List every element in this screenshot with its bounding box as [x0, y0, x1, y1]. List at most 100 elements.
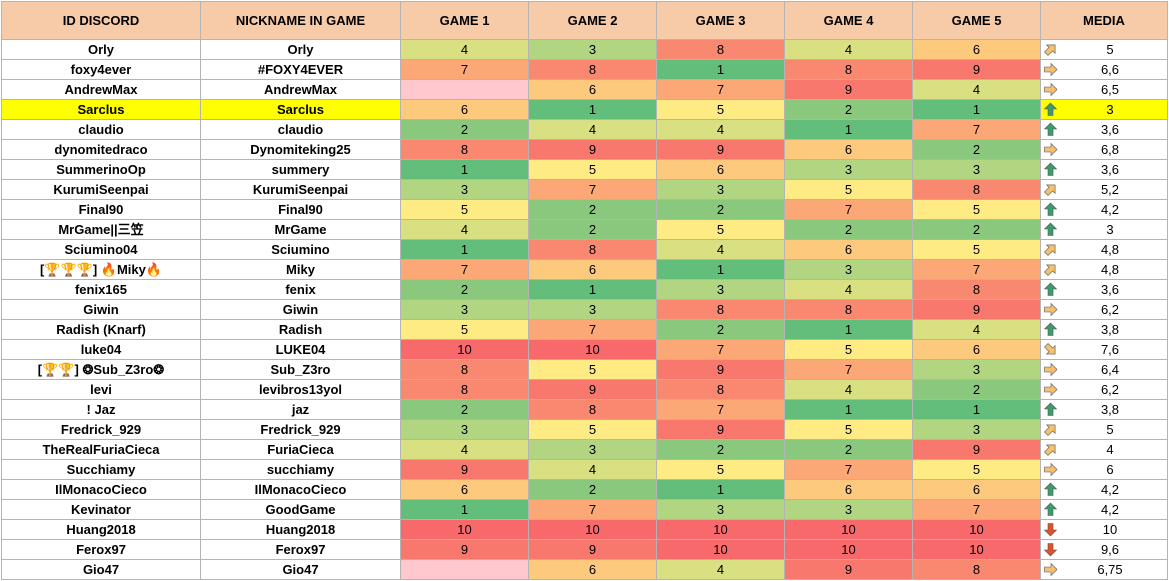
game-5-cell[interactable]: 10: [912, 519, 1041, 540]
nickname-cell[interactable]: summery: [200, 159, 401, 180]
game-4-cell[interactable]: 7: [784, 199, 913, 220]
game-4-cell[interactable]: 8: [784, 59, 913, 80]
game-2-cell[interactable]: 8: [528, 239, 657, 260]
game-5-cell[interactable]: 1: [912, 399, 1041, 420]
game-3-cell[interactable]: 9: [656, 139, 785, 160]
game-2-cell[interactable]: 7: [528, 179, 657, 200]
game-1-cell[interactable]: 2: [400, 399, 529, 420]
game-2-cell[interactable]: 4: [528, 119, 657, 140]
nickname-cell[interactable]: KurumiSeenpai: [200, 179, 401, 200]
game-1-cell[interactable]: 7: [400, 259, 529, 280]
media-cell[interactable]: 3: [1040, 99, 1168, 120]
game-3-cell[interactable]: 5: [656, 219, 785, 240]
game-1-cell[interactable]: 8: [400, 379, 529, 400]
discord-id-cell[interactable]: TheRealFuriaCieca: [1, 439, 201, 460]
discord-id-cell[interactable]: Sarclus: [1, 99, 201, 120]
game-1-cell[interactable]: 10: [400, 519, 529, 540]
nickname-cell[interactable]: Ferox97: [200, 539, 401, 560]
game-1-cell[interactable]: 5: [400, 199, 529, 220]
game-5-cell[interactable]: 2: [912, 379, 1041, 400]
discord-id-cell[interactable]: dynomitedraco: [1, 139, 201, 160]
nickname-cell[interactable]: Dynomiteking25: [200, 139, 401, 160]
game-2-cell[interactable]: 8: [528, 399, 657, 420]
discord-id-cell[interactable]: AndrewMax: [1, 79, 201, 100]
game-2-cell[interactable]: 8: [528, 59, 657, 80]
media-cell[interactable]: 6,2: [1040, 299, 1168, 320]
game-3-cell[interactable]: 7: [656, 399, 785, 420]
game-4-cell[interactable]: 10: [784, 539, 913, 560]
nickname-cell[interactable]: LUKE04: [200, 339, 401, 360]
game-3-cell[interactable]: 7: [656, 339, 785, 360]
media-cell[interactable]: 6,8: [1040, 139, 1168, 160]
game-4-cell[interactable]: 7: [784, 459, 913, 480]
game-1-cell[interactable]: 7: [400, 59, 529, 80]
nickname-cell[interactable]: GoodGame: [200, 499, 401, 520]
game-1-cell[interactable]: 4: [400, 39, 529, 60]
game-2-cell[interactable]: 3: [528, 39, 657, 60]
media-cell[interactable]: 4,8: [1040, 259, 1168, 280]
nickname-cell[interactable]: Giwin: [200, 299, 401, 320]
nickname-cell[interactable]: Sarclus: [200, 99, 401, 120]
nickname-cell[interactable]: Final90: [200, 199, 401, 220]
game-5-cell[interactable]: 6: [912, 479, 1041, 500]
game-3-cell[interactable]: 9: [656, 359, 785, 380]
header-game-3[interactable]: GAME 3: [656, 1, 785, 40]
nickname-cell[interactable]: Radish: [200, 319, 401, 340]
game-3-cell[interactable]: 6: [656, 159, 785, 180]
game-3-cell[interactable]: 1: [656, 59, 785, 80]
discord-id-cell[interactable]: levi: [1, 379, 201, 400]
media-cell[interactable]: 6,4: [1040, 359, 1168, 380]
game-1-cell[interactable]: 1: [400, 499, 529, 520]
game-3-cell[interactable]: 2: [656, 319, 785, 340]
game-5-cell[interactable]: 7: [912, 259, 1041, 280]
game-2-cell[interactable]: 5: [528, 359, 657, 380]
header-game-5[interactable]: GAME 5: [912, 1, 1041, 40]
nickname-cell[interactable]: Sciumino: [200, 239, 401, 260]
game-1-cell[interactable]: 6: [400, 99, 529, 120]
game-3-cell[interactable]: 10: [656, 519, 785, 540]
game-3-cell[interactable]: 3: [656, 179, 785, 200]
game-5-cell[interactable]: 10: [912, 539, 1041, 560]
discord-id-cell[interactable]: Sciumino04: [1, 239, 201, 260]
game-1-cell[interactable]: 2: [400, 119, 529, 140]
discord-id-cell[interactable]: claudio: [1, 119, 201, 140]
game-2-cell[interactable]: 5: [528, 419, 657, 440]
game-2-cell[interactable]: 2: [528, 219, 657, 240]
game-4-cell[interactable]: 4: [784, 279, 913, 300]
header-game-1[interactable]: GAME 1: [400, 1, 529, 40]
nickname-cell[interactable]: fenix: [200, 279, 401, 300]
nickname-cell[interactable]: Sub_Z3ro: [200, 359, 401, 380]
game-5-cell[interactable]: 6: [912, 39, 1041, 60]
game-5-cell[interactable]: 9: [912, 439, 1041, 460]
game-1-cell[interactable]: 4: [400, 439, 529, 460]
media-cell[interactable]: 3,6: [1040, 119, 1168, 140]
discord-id-cell[interactable]: SummerinoOp: [1, 159, 201, 180]
media-cell[interactable]: 4,2: [1040, 499, 1168, 520]
game-2-cell[interactable]: 6: [528, 79, 657, 100]
header-id-discord[interactable]: ID DISCORD: [1, 1, 201, 40]
nickname-cell[interactable]: Huang2018: [200, 519, 401, 540]
game-4-cell[interactable]: 1: [784, 319, 913, 340]
game-5-cell[interactable]: 3: [912, 419, 1041, 440]
game-2-cell[interactable]: 10: [528, 339, 657, 360]
game-2-cell[interactable]: 3: [528, 299, 657, 320]
discord-id-cell[interactable]: Huang2018: [1, 519, 201, 540]
media-cell[interactable]: 3,8: [1040, 319, 1168, 340]
game-1-cell[interactable]: 3: [400, 299, 529, 320]
game-4-cell[interactable]: 1: [784, 119, 913, 140]
game-3-cell[interactable]: 9: [656, 419, 785, 440]
game-3-cell[interactable]: 2: [656, 199, 785, 220]
media-cell[interactable]: 7,6: [1040, 339, 1168, 360]
nickname-cell[interactable]: Fredrick_929: [200, 419, 401, 440]
game-3-cell[interactable]: 1: [656, 479, 785, 500]
game-2-cell[interactable]: 1: [528, 279, 657, 300]
discord-id-cell[interactable]: IlMonacoCieco: [1, 479, 201, 500]
discord-id-cell[interactable]: Fredrick_929: [1, 419, 201, 440]
media-cell[interactable]: 10: [1040, 519, 1168, 540]
discord-id-cell[interactable]: foxy4ever: [1, 59, 201, 80]
discord-id-cell[interactable]: Orly: [1, 39, 201, 60]
game-3-cell[interactable]: 5: [656, 459, 785, 480]
media-cell[interactable]: 3: [1040, 219, 1168, 240]
game-3-cell[interactable]: 1: [656, 259, 785, 280]
game-5-cell[interactable]: 2: [912, 219, 1041, 240]
